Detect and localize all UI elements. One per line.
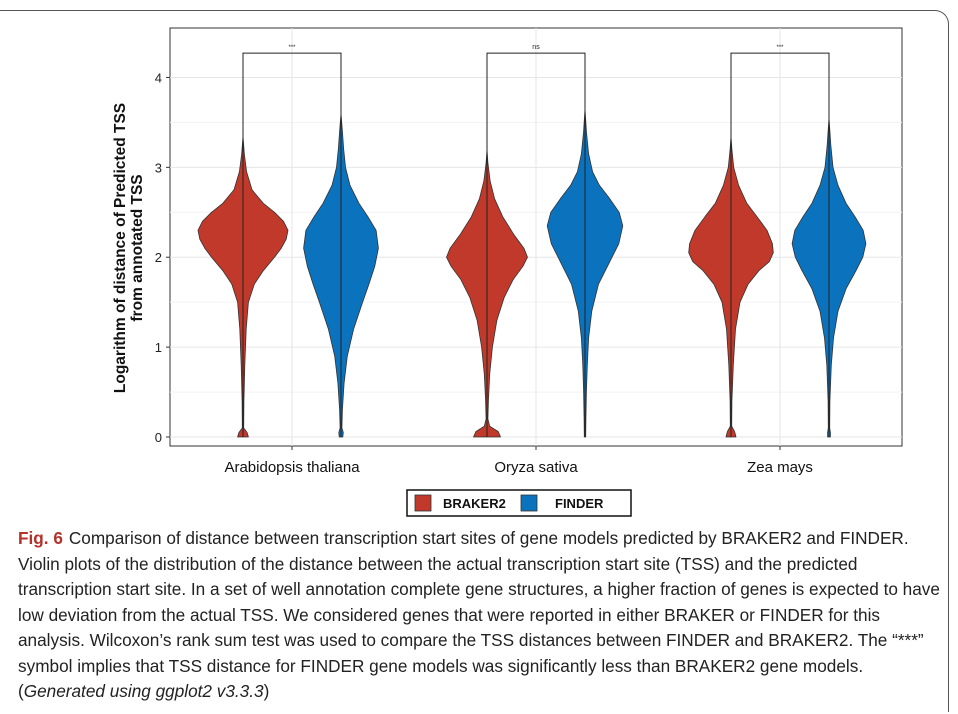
legend: BRAKER2 FINDER <box>406 489 632 517</box>
caption-end: ) <box>263 681 270 701</box>
y-axis-title-line-2: from annotated TSS <box>129 174 146 321</box>
figure-caption: Fig. 6 Comparison of distance between tra… <box>18 526 943 705</box>
y-tick-label: 4 <box>155 70 162 85</box>
violin-chart: *** ns *** 0 1 2 3 4 Arabidopsis thaliana Oryza… <box>112 27 903 517</box>
significance-brackets: *** ns *** <box>242 44 830 438</box>
x-axis-labels: Arabidopsis thaliana Oryza sativa Zea mays <box>224 446 813 476</box>
legend-key-braker2 <box>414 494 432 512</box>
y-tick-label: 0 <box>155 430 162 445</box>
y-axis: 0 1 2 3 4 <box>155 70 170 445</box>
legend-label-finder: FINDER <box>555 496 604 511</box>
x-tick-label: Zea mays <box>747 459 813 476</box>
significance-label: *** <box>288 45 296 51</box>
x-tick-label: Arabidopsis thaliana <box>224 459 360 476</box>
figure-label: Fig. 6 <box>18 528 63 548</box>
legend-key-finder <box>520 494 538 512</box>
significance-label: ns <box>532 44 540 51</box>
grid-lines <box>170 28 902 446</box>
y-axis-title-line-1: Logarithm of distance of Predicted TSS <box>112 103 129 393</box>
significance-bracket <box>242 52 342 438</box>
significance-label: *** <box>776 45 784 51</box>
y-tick-label: 3 <box>155 160 162 175</box>
legend-label-braker2: BRAKER2 <box>443 496 506 511</box>
caption-text: Comparison of distance between transcrip… <box>18 528 940 701</box>
figure-border <box>0 10 949 712</box>
y-tick-label: 1 <box>155 340 162 355</box>
legend-box <box>406 489 632 517</box>
y-tick-label: 2 <box>155 250 162 265</box>
x-tick-label: Oryza sativa <box>494 459 578 476</box>
caption-citation: Generated using ggplot2 v3.3.3 <box>23 681 264 701</box>
significance-bracket <box>486 52 586 438</box>
significance-bracket <box>730 52 830 438</box>
